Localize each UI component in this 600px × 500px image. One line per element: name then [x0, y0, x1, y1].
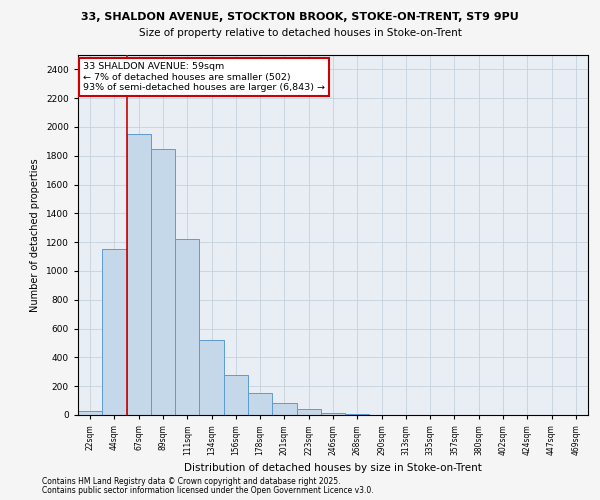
Bar	[102, 250, 127, 415]
Bar	[272, 403, 296, 415]
Bar	[224, 374, 248, 415]
Bar	[78, 410, 102, 415]
Y-axis label: Number of detached properties: Number of detached properties	[31, 158, 40, 312]
Text: Size of property relative to detached houses in Stoke-on-Trent: Size of property relative to detached ho…	[139, 28, 461, 38]
Bar	[127, 134, 151, 415]
Bar	[345, 414, 370, 415]
Bar	[151, 148, 175, 415]
Bar	[199, 340, 224, 415]
Bar	[296, 409, 321, 415]
X-axis label: Distribution of detached houses by size in Stoke-on-Trent: Distribution of detached houses by size …	[184, 463, 482, 473]
Bar	[175, 238, 199, 415]
Text: 33 SHALDON AVENUE: 59sqm
← 7% of detached houses are smaller (502)
93% of semi-d: 33 SHALDON AVENUE: 59sqm ← 7% of detache…	[83, 62, 325, 92]
Bar	[248, 392, 272, 415]
Text: Contains HM Land Registry data © Crown copyright and database right 2025.: Contains HM Land Registry data © Crown c…	[42, 477, 341, 486]
Bar	[321, 413, 345, 415]
Text: 33, SHALDON AVENUE, STOCKTON BROOK, STOKE-ON-TRENT, ST9 9PU: 33, SHALDON AVENUE, STOCKTON BROOK, STOK…	[81, 12, 519, 22]
Text: Contains public sector information licensed under the Open Government Licence v3: Contains public sector information licen…	[42, 486, 374, 495]
